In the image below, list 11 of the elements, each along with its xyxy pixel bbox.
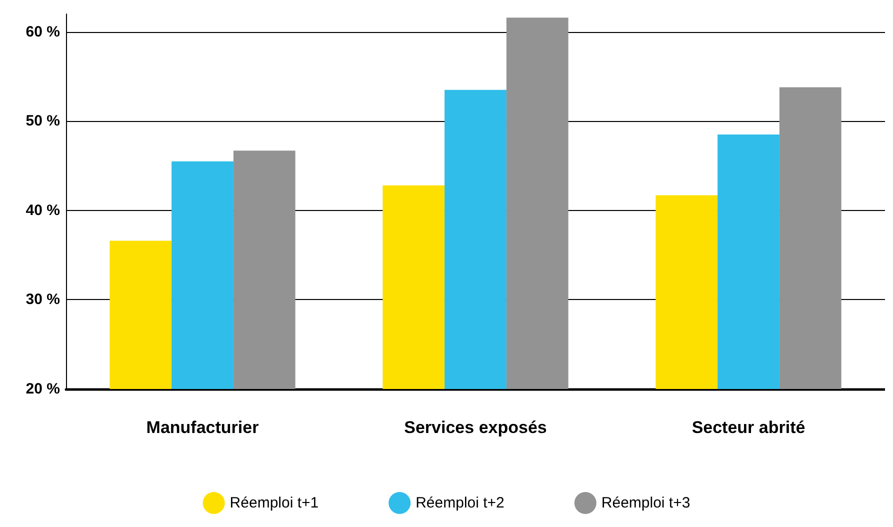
y-tick-label: 60 % xyxy=(26,23,60,40)
legend-label: Réemploi t+3 xyxy=(601,494,690,512)
x-tick-label: Secteur abrité xyxy=(692,418,806,437)
legend-label: Réemploi t+2 xyxy=(416,494,504,512)
y-tick-label: 40 % xyxy=(26,202,60,219)
y-tick-label: 30 % xyxy=(26,291,60,308)
x-tick-label: Manufacturier xyxy=(146,418,260,437)
y-tick-label: 20 % xyxy=(26,380,60,398)
y-tick-label: 50 % xyxy=(26,112,60,130)
x-tick-label: Services exposés xyxy=(404,418,547,437)
legend-label: Réemploi t+1 xyxy=(230,494,319,512)
